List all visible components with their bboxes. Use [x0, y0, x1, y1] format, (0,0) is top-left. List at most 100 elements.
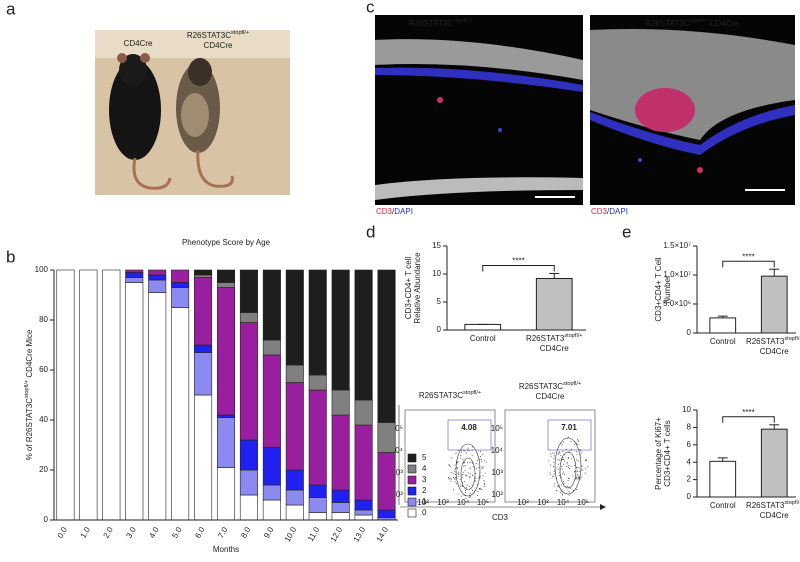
flow-dot: [567, 486, 569, 488]
flow-dot: [465, 487, 467, 489]
bar-segment: [216, 417, 236, 468]
image-title-sup: stopfl/+: [453, 18, 471, 24]
bar-segment: [216, 287, 236, 416]
y-tick-label: 15: [432, 241, 441, 250]
flow-dot: [467, 447, 469, 449]
flow-dot: [470, 488, 472, 490]
x-tick-label: 6.0: [193, 525, 207, 540]
flow-dot: [464, 450, 466, 452]
stain-blue: DAPI: [609, 207, 628, 216]
flow-dot: [578, 467, 580, 469]
flow-dot: [453, 489, 455, 491]
x-tick-label-base: R26STAT3: [746, 337, 785, 346]
x-tick-label: 11.0: [306, 525, 322, 543]
significance: ****: [742, 408, 754, 417]
x-tick-label: 9.0: [262, 525, 276, 540]
flow-dot: [562, 480, 564, 482]
y-tick-label: 10: [682, 405, 691, 414]
flow-dot: [465, 494, 467, 496]
flow-dot: [576, 459, 578, 461]
flow-tick: 10²: [491, 490, 503, 499]
flow-dot: [569, 468, 571, 470]
bar-segment: [194, 274, 213, 278]
bar-segment: [285, 489, 304, 506]
flow-dot: [460, 455, 462, 457]
x-tick-label: 14.0: [375, 525, 391, 543]
legend-swatch: [407, 464, 417, 474]
photo-label-base: R26STAT3C: [187, 31, 231, 40]
flow-dot: [553, 470, 555, 472]
flow-dot: [479, 475, 481, 477]
flow-dot: [465, 452, 467, 454]
flow-dot: [453, 476, 455, 478]
bar-segment: [308, 512, 327, 521]
flow-dot: [587, 466, 589, 468]
flow-dot: [552, 465, 554, 467]
flow-dot: [457, 473, 459, 475]
flow-dot: [567, 457, 569, 459]
flow-dot: [559, 468, 561, 470]
flow-dot: [462, 485, 464, 487]
legend-label: 3: [422, 475, 427, 484]
bar-segment: [331, 489, 350, 503]
flow-title: R26STAT3Cstopfl/+: [519, 381, 581, 391]
flow-dot: [562, 468, 564, 470]
flow-tick: 10²: [391, 490, 403, 499]
flow-dot: [561, 493, 563, 495]
flow-dot: [454, 476, 456, 478]
bar-segment: [171, 307, 190, 521]
flow-dot: [569, 450, 571, 452]
bar-segment: [239, 469, 258, 496]
image-title: R26STAT3Cstopfl/+ CD4Cre: [645, 18, 739, 28]
image-title-sup: stopfl/+: [689, 18, 707, 24]
flow-dot: [448, 477, 450, 479]
flow-dot: [549, 474, 551, 476]
panel-label: a: [6, 0, 16, 18]
flow-dot: [449, 478, 451, 480]
bar-segment: [239, 269, 258, 313]
flow-dot: [454, 478, 456, 480]
flow-dot: [460, 485, 462, 487]
flow-dot: [558, 486, 560, 488]
flow-axis-label: CD3: [492, 513, 509, 522]
flow-dot: [463, 462, 465, 464]
flow-tick: 10³: [491, 468, 503, 477]
y-tick-label: 8: [687, 423, 692, 432]
flow-dot: [577, 460, 579, 462]
bar-segment: [262, 447, 281, 486]
y-tick-label: 1.5×10⁷: [663, 241, 691, 250]
chart-title: Phenotype Score by Age: [182, 238, 271, 247]
flow-dot: [580, 449, 582, 451]
flow-dot: [463, 461, 465, 463]
flow-dot: [567, 480, 569, 482]
flow-dot: [479, 476, 481, 478]
bar-segment: [239, 312, 258, 323]
bar: [709, 317, 737, 334]
flow-dot: [479, 450, 481, 452]
flow-dot: [585, 458, 587, 460]
bar-segment: [377, 269, 396, 423]
y-tick-label: 0: [687, 328, 692, 337]
flow-dot: [557, 459, 559, 461]
flow-dot: [562, 457, 564, 459]
bar-segment: [262, 339, 281, 356]
flow-dot: [556, 485, 558, 487]
flow-dot: [469, 467, 471, 469]
bar-segment: [239, 322, 258, 441]
flow-tick: 10⁵: [391, 424, 403, 433]
flow-dot: [479, 472, 481, 474]
flow-dot: [560, 442, 562, 444]
bar: [760, 428, 788, 498]
flow-dot: [471, 446, 473, 448]
flow-tick: 10⁴: [391, 446, 404, 455]
flow-dot: [471, 449, 473, 451]
flow-dot: [484, 485, 486, 487]
flow-dot: [566, 462, 568, 464]
flow-dot: [560, 492, 562, 494]
bar-segment: [262, 499, 281, 521]
flow-dot: [572, 475, 574, 477]
bar-segment: [285, 504, 304, 521]
flow-dot: [559, 459, 561, 461]
